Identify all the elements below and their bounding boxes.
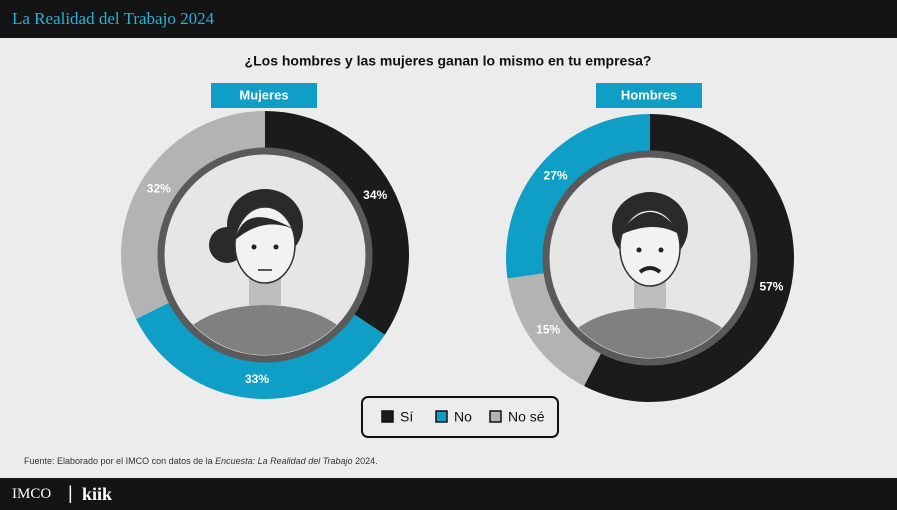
legend-label: No [454, 409, 472, 425]
source-text: 2024. [355, 456, 378, 466]
logo-divider: | [68, 483, 73, 504]
footer-bar: IMCO | kiik [0, 478, 897, 510]
eye [274, 245, 279, 250]
data-label: 27% [544, 168, 568, 182]
data-label: 32% [147, 181, 171, 195]
header-bar: La Realidad del Trabajo 2024 [0, 0, 897, 38]
data-label: 15% [536, 323, 560, 337]
data-label: 57% [759, 280, 783, 294]
source-text: Fuente: Elaborado por el IMCO con datos … [24, 456, 213, 466]
chart: ¿Los hombres y las mujeres ganan lo mism… [0, 38, 897, 478]
legend-swatch [436, 411, 447, 422]
legend: Sí No No sé [362, 397, 558, 437]
logo-kiik: kiik [82, 484, 112, 505]
eye [637, 248, 642, 253]
legend-label: Sí [400, 409, 413, 425]
legend-swatch [490, 411, 501, 422]
data-label: 33% [245, 372, 269, 386]
chart-title: Hombres [621, 87, 677, 102]
eye [659, 248, 664, 253]
source-italic: Encuesta: La Realidad del Trabajo [215, 456, 352, 466]
legend-label: No sé [508, 409, 545, 425]
question: ¿Los hombres y las mujeres ganan lo mism… [245, 53, 652, 69]
chart-title: Mujeres [239, 87, 288, 102]
data-label: 34% [363, 188, 387, 202]
donut: 57% 15% 27% Hombres [506, 83, 794, 408]
legend-swatch [382, 411, 393, 422]
donut: 34% 33% 32% Mujeres [121, 83, 409, 405]
eye [252, 245, 257, 250]
logo-imco: IMCO [12, 486, 51, 503]
page: La Realidad del Trabajo 2024 ¿Los hombre… [0, 0, 897, 510]
source: Fuente: Elaborado por el IMCO con datos … [24, 456, 378, 466]
header-title: La Realidad del Trabajo 2024 [12, 9, 214, 29]
